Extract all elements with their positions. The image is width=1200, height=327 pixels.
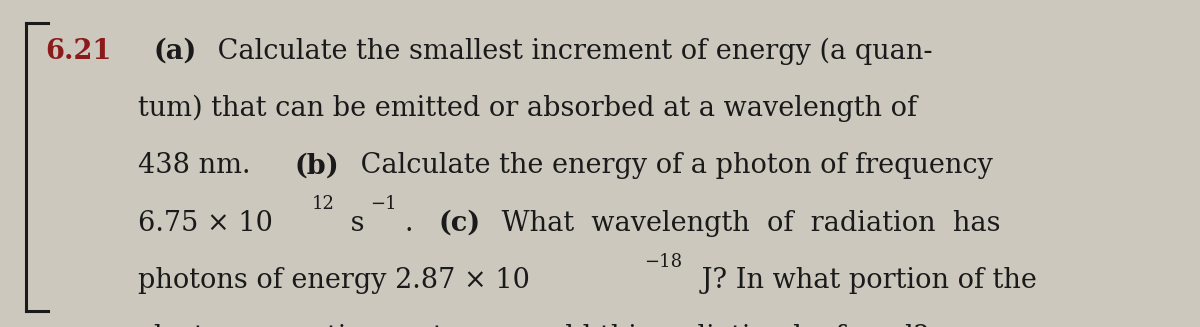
Text: −18: −18 [643,252,682,270]
Text: What  wavelength  of  radiation  has: What wavelength of radiation has [493,210,1000,236]
Text: 12: 12 [312,195,335,213]
Text: electromagnetic spectrum would this radiation be found?: electromagnetic spectrum would this radi… [138,324,929,327]
Text: tum) that can be emitted or absorbed at a wavelength of: tum) that can be emitted or absorbed at … [138,95,917,122]
Text: (b): (b) [294,152,340,179]
Text: Calculate the smallest increment of energy (a quan-: Calculate the smallest increment of ener… [210,38,934,65]
Text: (a): (a) [154,38,197,65]
Text: −1: −1 [371,195,397,213]
Text: s: s [342,210,364,236]
Text: .: . [404,210,431,236]
Text: J? In what portion of the: J? In what portion of the [692,267,1037,294]
Text: (c): (c) [438,210,480,236]
Text: 6.75 × 10: 6.75 × 10 [138,210,272,236]
Text: 438 nm.: 438 nm. [138,152,259,179]
Text: 6.21: 6.21 [46,38,112,65]
Text: photons of energy 2.87 × 10: photons of energy 2.87 × 10 [138,267,530,294]
Text: Calculate the energy of a photon of frequency: Calculate the energy of a photon of freq… [352,152,992,179]
